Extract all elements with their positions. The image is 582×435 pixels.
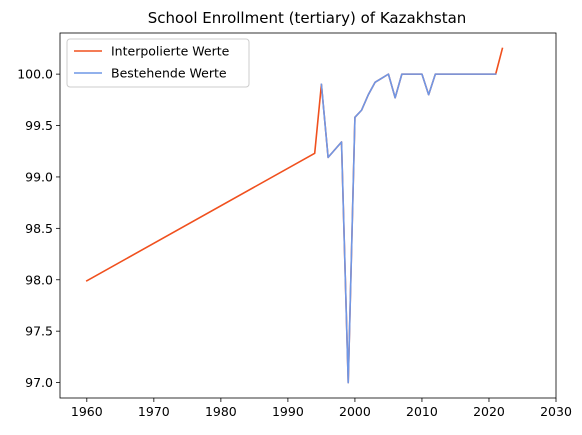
y-tick-label: 98.0 bbox=[25, 272, 53, 287]
y-tick-label: 100.0 bbox=[17, 67, 53, 82]
series-layer bbox=[85, 47, 504, 384]
x-tick-label: 1990 bbox=[272, 404, 304, 419]
legend-box bbox=[66, 38, 250, 88]
y-tick-label: 97.5 bbox=[25, 324, 53, 339]
series-line-existing bbox=[320, 73, 497, 384]
x-tick-label: 2000 bbox=[339, 404, 371, 419]
plot-frame bbox=[59, 32, 557, 399]
x-tick-label: 1970 bbox=[138, 404, 170, 419]
x-tick-label: 2020 bbox=[473, 404, 505, 419]
y-tick-label: 98.5 bbox=[25, 221, 53, 236]
legend: Interpolierte Werte Bestehende Werte bbox=[66, 38, 250, 88]
y-axis: 97.0 97.5 98.0 98.5 99.0 99.5 100.0 bbox=[17, 67, 60, 390]
x-tick-label: 2030 bbox=[540, 404, 572, 419]
y-tick-label: 97.0 bbox=[25, 375, 53, 390]
x-tick-label: 2010 bbox=[406, 404, 438, 419]
chart-title: School Enrollment (tertiary) of Kazakhst… bbox=[148, 9, 467, 27]
x-axis: 1960 1970 1980 1990 2000 2010 2020 2030 bbox=[71, 398, 572, 419]
y-tick-label: 99.5 bbox=[25, 118, 53, 133]
y-tick-label: 99.0 bbox=[25, 169, 53, 184]
legend-label: Interpolierte Werte bbox=[111, 44, 230, 59]
x-tick-label: 1980 bbox=[205, 404, 237, 419]
series-line-interpolated bbox=[85, 47, 504, 384]
legend-label: Bestehende Werte bbox=[111, 66, 227, 81]
x-tick-label: 1960 bbox=[71, 404, 103, 419]
